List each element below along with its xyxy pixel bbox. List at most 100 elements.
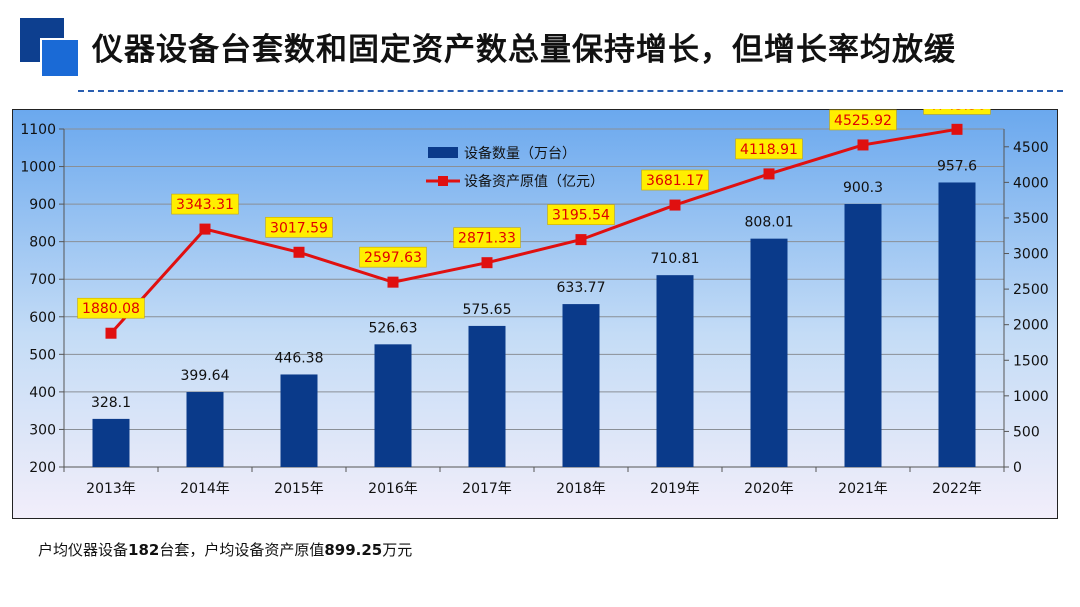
bar-value-label: 526.63	[369, 320, 418, 336]
bar-value-label: 399.64	[181, 368, 230, 384]
bar-value-label: 710.81	[651, 251, 700, 267]
bar-value-label: 575.65	[463, 302, 512, 318]
y-left-tick-label: 200	[29, 460, 56, 476]
x-tick-label: 2016年	[368, 481, 418, 497]
line-value-label: 2871.33	[458, 231, 516, 247]
bar-value-label: 900.3	[843, 180, 883, 196]
line-marker	[951, 123, 963, 135]
y-left-tick-label: 300	[29, 422, 56, 438]
footnote-value: 899.25	[324, 541, 383, 559]
y-left-tick-label: 700	[29, 272, 56, 288]
footnote: 户均仪器设备182台套，户均设备资产原值899.25万元	[38, 539, 412, 560]
line-marker	[857, 139, 869, 151]
line-marker	[763, 168, 775, 180]
legend-bar-label: 设备数量（万台）	[464, 145, 576, 162]
line-series	[105, 123, 963, 339]
legend-line-label: 设备资产原值（亿元）	[464, 173, 604, 190]
y-right-tick-label: 0	[1013, 460, 1022, 476]
x-tick-label: 2015年	[274, 481, 324, 497]
bar-value-label: 633.77	[557, 280, 606, 296]
line-value-label: 4745.36	[928, 109, 986, 113]
y-right-tick-label: 4500	[1013, 140, 1049, 156]
y-right-tick-label: 3500	[1013, 211, 1049, 227]
title-divider	[78, 90, 1063, 92]
bar-value-label: 808.01	[745, 215, 794, 231]
line-value-label: 1880.08	[82, 301, 140, 317]
y-right-tick-label: 1500	[1013, 353, 1049, 369]
y-left-tick-label: 900	[29, 197, 56, 213]
bar-series	[92, 182, 976, 467]
x-tick-label: 2021年	[838, 481, 888, 497]
bar	[562, 304, 600, 467]
bar	[844, 203, 882, 467]
line-label-box	[453, 227, 521, 248]
footnote-prefix: 户均仪器设备	[38, 541, 129, 559]
chart: 200 300 400 500 600 700 800 900 1000 1100 0 500 1000…	[12, 109, 1058, 519]
line-value-label: 3681.17	[646, 173, 704, 189]
y-right-tick-label: 1000	[1013, 389, 1049, 405]
line-label-box	[923, 109, 991, 115]
x-tick-label: 2014年	[180, 481, 230, 497]
y-right-tick-label: 4000	[1013, 175, 1049, 191]
line-label-box	[171, 193, 239, 215]
x-tick-label: 2017年	[462, 481, 512, 497]
line-label-box	[359, 246, 427, 268]
line-marker	[293, 246, 305, 258]
line-marker	[669, 199, 681, 211]
bar	[280, 374, 318, 467]
line-value-label: 4525.92	[834, 113, 892, 129]
y-left-tick-label: 400	[29, 385, 56, 401]
x-tick-label: 2022年	[932, 481, 982, 497]
line-marker	[199, 223, 211, 235]
bar	[92, 418, 130, 467]
line-marker	[105, 327, 117, 339]
bar	[938, 182, 976, 467]
y-right-tick-label: 500	[1013, 424, 1040, 440]
page-title: 仪器设备台套数和固定资产数总量保持增长，但增长率均放缓	[92, 32, 956, 68]
axes: 200 300 400 500 600 700 800 900 1000 1100 0 500 1000…	[20, 122, 1048, 497]
bar	[468, 325, 506, 467]
chart-background	[12, 109, 1058, 519]
line-value-label: 2597.63	[364, 250, 422, 266]
data-labels: 328.1 399.64 446.38 526.63 575.65 633.77 710.8…	[77, 109, 991, 411]
y-left-tick-label: 1100	[20, 122, 56, 138]
x-tick-label: 2013年	[86, 481, 136, 497]
footnote-devices: 182	[128, 541, 160, 559]
logo-square-light	[40, 38, 80, 78]
footnote-unit: 万元	[382, 541, 413, 559]
y-left-tick-label: 500	[29, 347, 56, 363]
bar	[656, 275, 694, 467]
bar	[750, 238, 788, 467]
footnote-mid: 台套，户均设备资产原值	[159, 541, 325, 559]
bar	[186, 392, 224, 467]
line-marker	[481, 257, 493, 269]
legend: 设备数量（万台） 设备资产原值（亿元）	[426, 145, 604, 190]
legend-bar-swatch	[428, 147, 458, 158]
line-value-label: 3195.54	[552, 208, 610, 224]
series-line	[109, 127, 958, 335]
legend-line-marker	[438, 176, 448, 186]
y-right-tick-label: 2500	[1013, 282, 1049, 298]
y-right-tick-label: 3000	[1013, 247, 1049, 263]
y-left-tick-label: 600	[29, 310, 56, 326]
y-right-tick-label: 2000	[1013, 318, 1049, 334]
line-label-box	[735, 138, 803, 160]
line-marker	[387, 276, 399, 288]
x-tick-label: 2020年	[744, 481, 794, 497]
line-marker	[575, 234, 587, 246]
line-label-box	[265, 216, 333, 238]
line-label-box	[77, 297, 145, 319]
line-value-label: 4118.91	[740, 142, 798, 158]
y-left-tick-label: 1000	[20, 160, 56, 176]
bar-value-label: 446.38	[275, 350, 324, 366]
line-value-label: 3343.31	[176, 197, 234, 213]
bar	[374, 344, 412, 467]
bar-value-label: 957.6	[937, 158, 977, 174]
line-value-label: 3017.59	[270, 220, 328, 236]
line-label-box	[829, 109, 897, 131]
x-tick-label: 2019年	[650, 481, 700, 497]
bar-value-label: 328.1	[91, 395, 131, 411]
y-left-tick-label: 800	[29, 235, 56, 251]
x-tick-label: 2018年	[556, 481, 606, 497]
line-label-box	[641, 169, 709, 191]
